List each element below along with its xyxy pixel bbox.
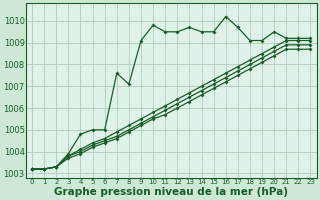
X-axis label: Graphe pression niveau de la mer (hPa): Graphe pression niveau de la mer (hPa): [54, 187, 288, 197]
